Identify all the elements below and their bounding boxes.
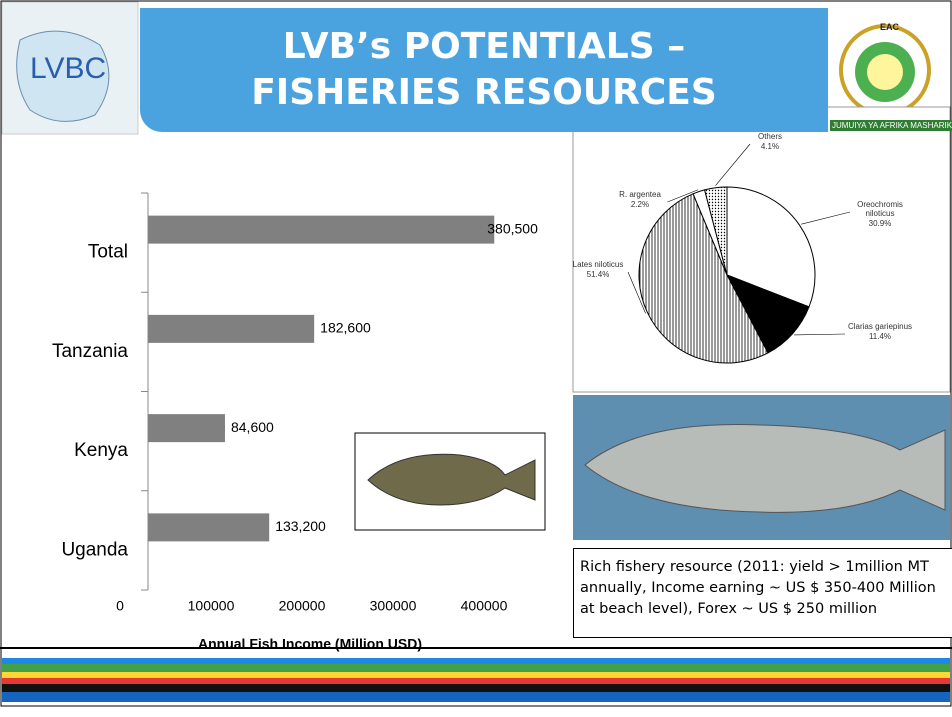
- data-label: 133,200: [275, 518, 326, 534]
- x-tick-label: 0: [116, 598, 124, 614]
- y-tick-label: Kenya: [74, 440, 128, 461]
- pie-value-label: 51.4%: [568, 270, 628, 279]
- y-tick-label: Total: [88, 242, 128, 263]
- bar: [148, 315, 314, 343]
- x-tick-label: 200000: [279, 598, 326, 614]
- data-label: 182,600: [320, 320, 371, 336]
- x-tick-label: 300000: [370, 598, 417, 614]
- stripe: [2, 678, 950, 684]
- data-label: 84,600: [231, 419, 274, 435]
- y-tick-label: Uganda: [61, 539, 128, 560]
- logo-text: JUMUIYA YA AFRIKA MASHARIKI: [830, 120, 952, 131]
- stripe: [2, 664, 950, 672]
- eac-logo-map: [867, 54, 903, 90]
- pie-value-label: 2.2%: [613, 200, 668, 209]
- pie-category-label: Lates niloticus: [568, 260, 628, 269]
- logo-text: LVBC: [30, 52, 106, 86]
- stripe: [2, 692, 950, 702]
- x-tick-label: 100000: [188, 598, 235, 614]
- title-box: LVB’s POTENTIALS – FISHERIES RESOURCES: [140, 8, 828, 132]
- note-box: Rich fishery resource (2011: yield > 1mi…: [573, 548, 952, 638]
- bar: [148, 513, 269, 541]
- pie-category-label: Oreochromis niloticus: [850, 200, 910, 218]
- pie-value-label: 11.4%: [845, 332, 915, 341]
- bar: [148, 414, 225, 442]
- bar: [148, 216, 494, 244]
- slide: 0 100000 200000 300000 400000 Annual Fish Inc…: [0, 0, 952, 717]
- x-tick-label: 400000: [461, 598, 508, 614]
- pie-value-label: 4.1%: [750, 142, 790, 151]
- pie-category-label: Others: [750, 132, 790, 141]
- pie-category-label: Clarias gariepinus: [845, 322, 915, 331]
- logo-text: EAC: [880, 22, 899, 32]
- slide-title: LVB’s POTENTIALS – FISHERIES RESOURCES: [184, 24, 784, 116]
- stripe: [2, 672, 950, 678]
- stripe: [2, 684, 950, 692]
- x-axis-title: Annual Fish Income (Million USD): [198, 636, 422, 652]
- stripe: [2, 658, 950, 664]
- pie-category-label: R. argentea: [613, 190, 668, 199]
- data-label: 380,500: [487, 220, 538, 236]
- pie-value-label: 30.9%: [850, 219, 910, 228]
- y-tick-label: Tanzania: [52, 341, 128, 362]
